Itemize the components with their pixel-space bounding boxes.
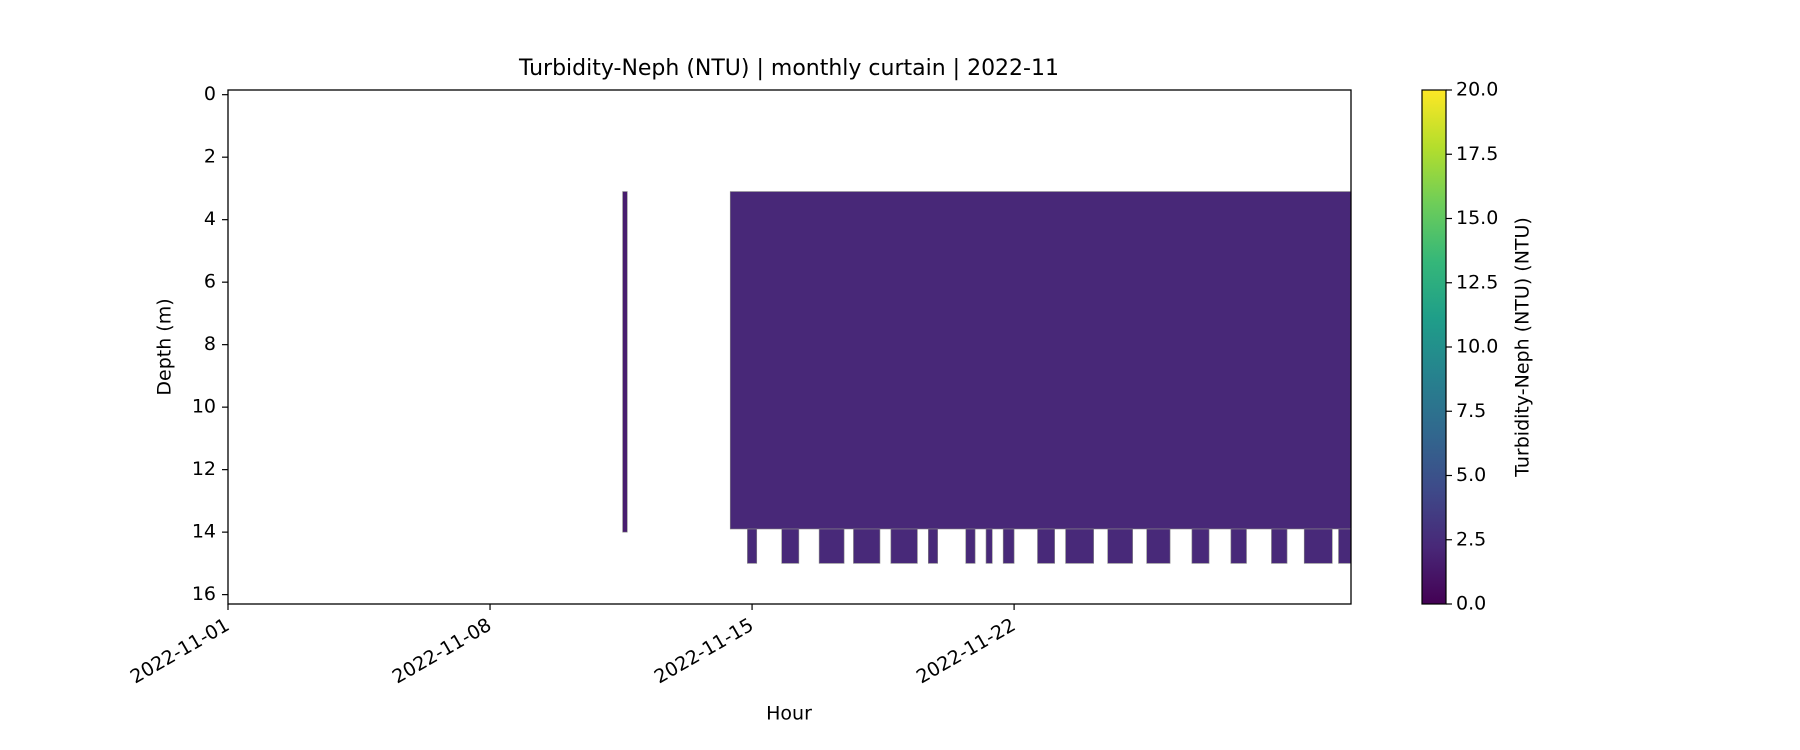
curtain-cell <box>1230 528 1247 564</box>
curtain-cell <box>818 528 845 564</box>
curtain-cell <box>1303 528 1333 564</box>
curtain-cell <box>928 528 938 564</box>
curtain-cell <box>1271 528 1288 564</box>
colorbar-tick-label: 10.0 <box>1456 336 1498 358</box>
plot-frame <box>227 89 1352 605</box>
colorbar-tick-label: 2.5 <box>1456 528 1486 550</box>
y-axis-label: Depth (m) <box>154 298 176 395</box>
curtain-cell <box>1065 528 1094 564</box>
colorbar-label: Turbidity-Neph (NTU) (NTU) <box>1512 217 1534 478</box>
chart-title: Turbidity-Neph (NTU) | monthly curtain |… <box>518 56 1059 81</box>
x-tick-label: 2022-11-08 <box>389 614 496 688</box>
curtain-cell <box>985 528 993 564</box>
curtain-cell <box>1338 528 1352 564</box>
colorbar <box>1421 89 1447 605</box>
curtain-cell <box>890 528 918 564</box>
y-tick-label: 6 <box>204 271 216 293</box>
y-tick-label: 0 <box>204 83 216 105</box>
curtain-cell <box>1107 528 1133 564</box>
y-tick-label: 8 <box>204 333 216 355</box>
x-tick-label: 2022-11-15 <box>651 614 758 688</box>
curtain-cell <box>853 528 881 564</box>
curtain-cell <box>965 528 976 564</box>
colorbar-tick-label: 17.5 <box>1456 143 1498 165</box>
x-tick-label: 2022-11-01 <box>127 614 234 688</box>
colorbar-tick-label: 5.0 <box>1456 464 1486 486</box>
curtain-cell <box>1146 528 1171 564</box>
x-tick-label: 2022-11-22 <box>913 614 1020 688</box>
y-tick-label: 4 <box>204 208 216 230</box>
y-tick-label: 2 <box>204 146 216 168</box>
curtain-cell <box>781 528 800 564</box>
colorbar-tick-label: 15.0 <box>1456 207 1498 229</box>
y-tick-label: 10 <box>192 396 216 418</box>
colorbar-tick-label: 20.0 <box>1456 79 1498 101</box>
curtain-cell <box>1037 528 1055 564</box>
colorbar-tick-label: 7.5 <box>1456 400 1486 422</box>
y-tick-label: 12 <box>192 458 216 480</box>
curtain-cell <box>1191 528 1210 564</box>
y-tick-label: 16 <box>192 583 216 605</box>
curtain-cell <box>729 191 1352 530</box>
curtain-cell <box>1002 528 1015 564</box>
curtain-cell <box>747 528 758 564</box>
y-tick-label: 14 <box>192 521 216 543</box>
colorbar-tick-label: 0.0 <box>1456 593 1486 615</box>
curtain-cell <box>622 191 628 533</box>
x-axis-label: Hour <box>766 703 812 725</box>
colorbar-tick-label: 12.5 <box>1456 271 1498 293</box>
